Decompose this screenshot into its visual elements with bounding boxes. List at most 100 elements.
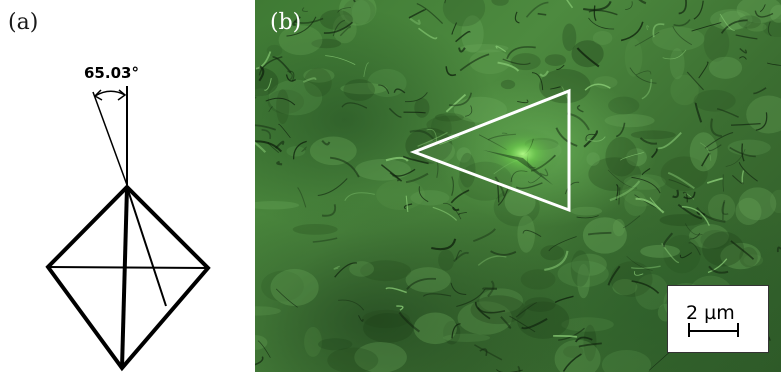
texture-fiber (587, 136, 606, 142)
texture-fiber (649, 197, 662, 211)
texture-blob (339, 0, 377, 26)
texture-blob (540, 245, 565, 261)
texture-fiber (456, 288, 486, 308)
texture-fiber (652, 23, 665, 38)
texture-fiber (693, 0, 704, 20)
texture-fiber (451, 206, 460, 212)
texture-blob (562, 23, 577, 52)
texture-blob (700, 230, 730, 250)
texture-fiber (729, 146, 756, 158)
texture-fiber (730, 240, 755, 260)
texture-fiber (450, 189, 470, 204)
texture-fiber (650, 148, 658, 159)
texture-fiber (517, 365, 521, 372)
texture-fiber (404, 92, 428, 103)
texture-blob (702, 231, 745, 267)
texture-fiber (525, 1, 549, 18)
texture-blob (456, 147, 472, 163)
texture-fiber (380, 164, 403, 182)
texture-blob (640, 244, 680, 258)
texture-fiber (426, 128, 437, 142)
indent-overlay (409, 88, 571, 213)
texture-blob (355, 159, 411, 181)
texture-fiber (704, 131, 734, 149)
texture-blob (670, 74, 699, 106)
texture-fiber (739, 56, 747, 60)
texture-blob (624, 190, 647, 216)
texture-fiber (444, 0, 446, 4)
texture-fiber (455, 30, 471, 43)
texture-blob (430, 114, 452, 143)
texture-blob (770, 189, 781, 214)
texture-fiber (549, 86, 561, 90)
texture-fiber (609, 180, 641, 202)
texture-fiber (408, 8, 427, 19)
texture-fiber (302, 77, 317, 83)
texture-blob (461, 15, 484, 53)
texture-fiber (301, 146, 307, 152)
texture-blob (605, 136, 638, 177)
texture-fiber (522, 229, 542, 237)
texture-blob (524, 297, 556, 312)
texture-fiber (506, 46, 536, 60)
texture-fiber (477, 255, 507, 266)
texture-fiber (389, 168, 416, 177)
texture-blob (255, 201, 300, 210)
texture-blob (351, 0, 371, 25)
texture-blob (261, 270, 304, 302)
texture-blob (255, 67, 279, 97)
texture-fiber (584, 83, 611, 91)
texture-fiber (699, 142, 712, 161)
texture-fiber (668, 179, 690, 189)
texture-fiber (553, 335, 578, 338)
texture-blob (479, 288, 524, 313)
texture-fiber (574, 336, 593, 343)
texture-fiber (767, 21, 772, 37)
texture-fiber (292, 140, 307, 160)
texture-fiber (686, 71, 704, 91)
scale-bar-tick-right (737, 323, 739, 337)
texture-blob (720, 242, 761, 270)
texture-blob (601, 350, 652, 372)
texture-fiber (255, 141, 267, 153)
texture-fiber (754, 10, 774, 18)
texture-fiber (515, 302, 538, 318)
texture-fiber (641, 79, 652, 100)
texture-fiber (388, 107, 402, 118)
texture-fiber (688, 242, 701, 256)
pyramid-diagonal-edge (126, 186, 167, 307)
texture-blob (612, 279, 638, 296)
texture-fiber (695, 206, 726, 223)
texture-fiber (255, 140, 283, 153)
texture-fiber (341, 102, 368, 109)
texture-fiber (583, 129, 598, 148)
texture-blob (659, 214, 705, 227)
texture-fiber (710, 118, 722, 138)
angle-arrowhead-left (93, 89, 103, 101)
texture-fiber (465, 105, 473, 117)
texture-fiber (301, 7, 308, 12)
texture-fiber (332, 19, 346, 37)
texture-fiber (722, 201, 725, 221)
texture-fiber (576, 104, 584, 113)
texture-fiber (333, 265, 340, 270)
texture-fiber (344, 192, 375, 201)
scale-bar-box: 2 µm (667, 285, 769, 353)
texture-blob (630, 130, 676, 140)
texture-blob (563, 345, 584, 358)
texture-fiber (667, 171, 695, 190)
texture-blob (520, 269, 556, 290)
texture-fiber (635, 70, 652, 76)
texture-fiber (294, 17, 324, 24)
texture-blob (544, 54, 566, 66)
texture-fiber (272, 56, 292, 74)
texture-fiber (459, 53, 490, 72)
texture-fiber (639, 137, 658, 145)
texture-blob (588, 157, 641, 192)
panel-b-label: (b) (270, 10, 302, 35)
texture-fiber (707, 258, 728, 274)
texture-fiber (531, 72, 544, 91)
texture-fiber (418, 27, 438, 40)
texture-fiber (631, 280, 660, 294)
texture-fiber (329, 156, 360, 178)
